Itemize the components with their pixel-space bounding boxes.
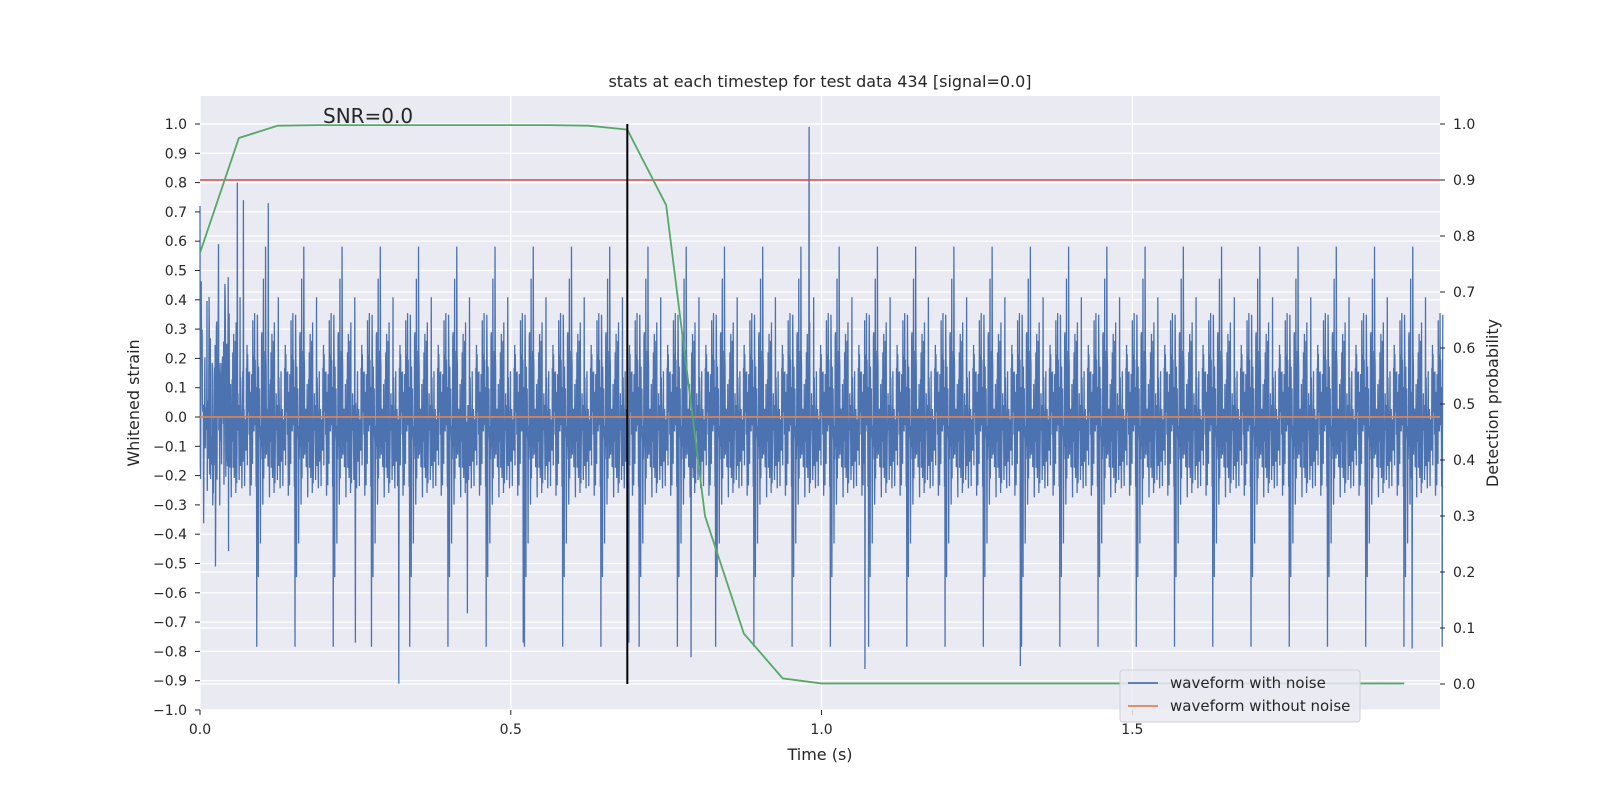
y-tick-label: −1.0 (153, 703, 187, 719)
y-tick-label: 0.1 (165, 381, 187, 397)
x-tick-label: 0.0 (189, 722, 211, 738)
y2-tick-label: 0.6 (1453, 341, 1475, 357)
y-tick-label: 0.2 (165, 351, 187, 367)
x-axis-title: Time (s) (786, 745, 852, 764)
y-tick-label: 0.5 (165, 264, 187, 280)
y2-tick-label: 1.0 (1453, 117, 1475, 133)
y-tick-label: −0.4 (153, 527, 187, 543)
y2-tick-label: 0.0 (1453, 677, 1475, 693)
chart-title: stats at each timestep for test data 434… (608, 72, 1031, 91)
noise-waveform-line (199, 126, 1444, 684)
y-axis-right: 0.0 0.1 0.2 0.3 0.4 0.5 0.6 0.7 0.8 0.9 1.0 (1440, 117, 1475, 693)
y-tick-label: −0.2 (153, 469, 187, 485)
y-axis-title: Whitened strain (124, 339, 143, 466)
y2-tick-label: 0.4 (1453, 453, 1475, 469)
y-tick-label: −0.1 (153, 439, 187, 455)
y-tick-label: 0.0 (165, 410, 187, 426)
y-tick-label: 0.4 (165, 293, 187, 309)
y-tick-label: −0.5 (153, 557, 187, 573)
series-noise (199, 126, 1444, 684)
y-tick-label: −0.8 (153, 644, 187, 660)
y2-tick-label: 0.5 (1453, 397, 1475, 413)
y-tick-label: −0.9 (153, 674, 187, 690)
legend-label-noise: waveform with noise (1170, 674, 1326, 692)
y-tick-label: 0.7 (165, 205, 187, 221)
snr-annotation: SNR=0.0 (323, 104, 413, 128)
legend: waveform with noise waveform without noi… (1119, 669, 1361, 723)
y-tick-label: 1.0 (165, 117, 187, 133)
y-tick-label: −0.7 (153, 615, 187, 631)
x-tick-label: 1.5 (1121, 722, 1143, 738)
y-tick-label: −0.6 (153, 586, 187, 602)
legend-box (1119, 669, 1361, 723)
y2-axis-title: Detection probability (1483, 319, 1502, 487)
legend-label-clean: waveform without noise (1170, 697, 1350, 715)
y2-tick-label: 0.8 (1453, 229, 1475, 245)
x-tick-label: 1.0 (810, 722, 832, 738)
x-axis: 0.0 0.5 1.0 1.5 (189, 710, 1143, 738)
x-tick-label: 0.5 (500, 722, 522, 738)
y2-tick-label: 0.2 (1453, 565, 1475, 581)
y-tick-label: 0.9 (165, 146, 187, 162)
y-tick-label: 0.8 (165, 176, 187, 192)
y-tick-label: 0.3 (165, 322, 187, 338)
y2-tick-label: 0.3 (1453, 509, 1475, 525)
y-axis-left: −1.0 −0.9 −0.8 −0.7 −0.6 −0.5 −0.4 −0.3 −0.2 −0.1… (153, 117, 200, 719)
y2-tick-label: 0.9 (1453, 173, 1475, 189)
y2-tick-label: 0.1 (1453, 621, 1475, 637)
y-tick-label: −0.3 (153, 498, 187, 514)
y-tick-label: 0.6 (165, 234, 187, 250)
y2-tick-label: 0.7 (1453, 285, 1475, 301)
